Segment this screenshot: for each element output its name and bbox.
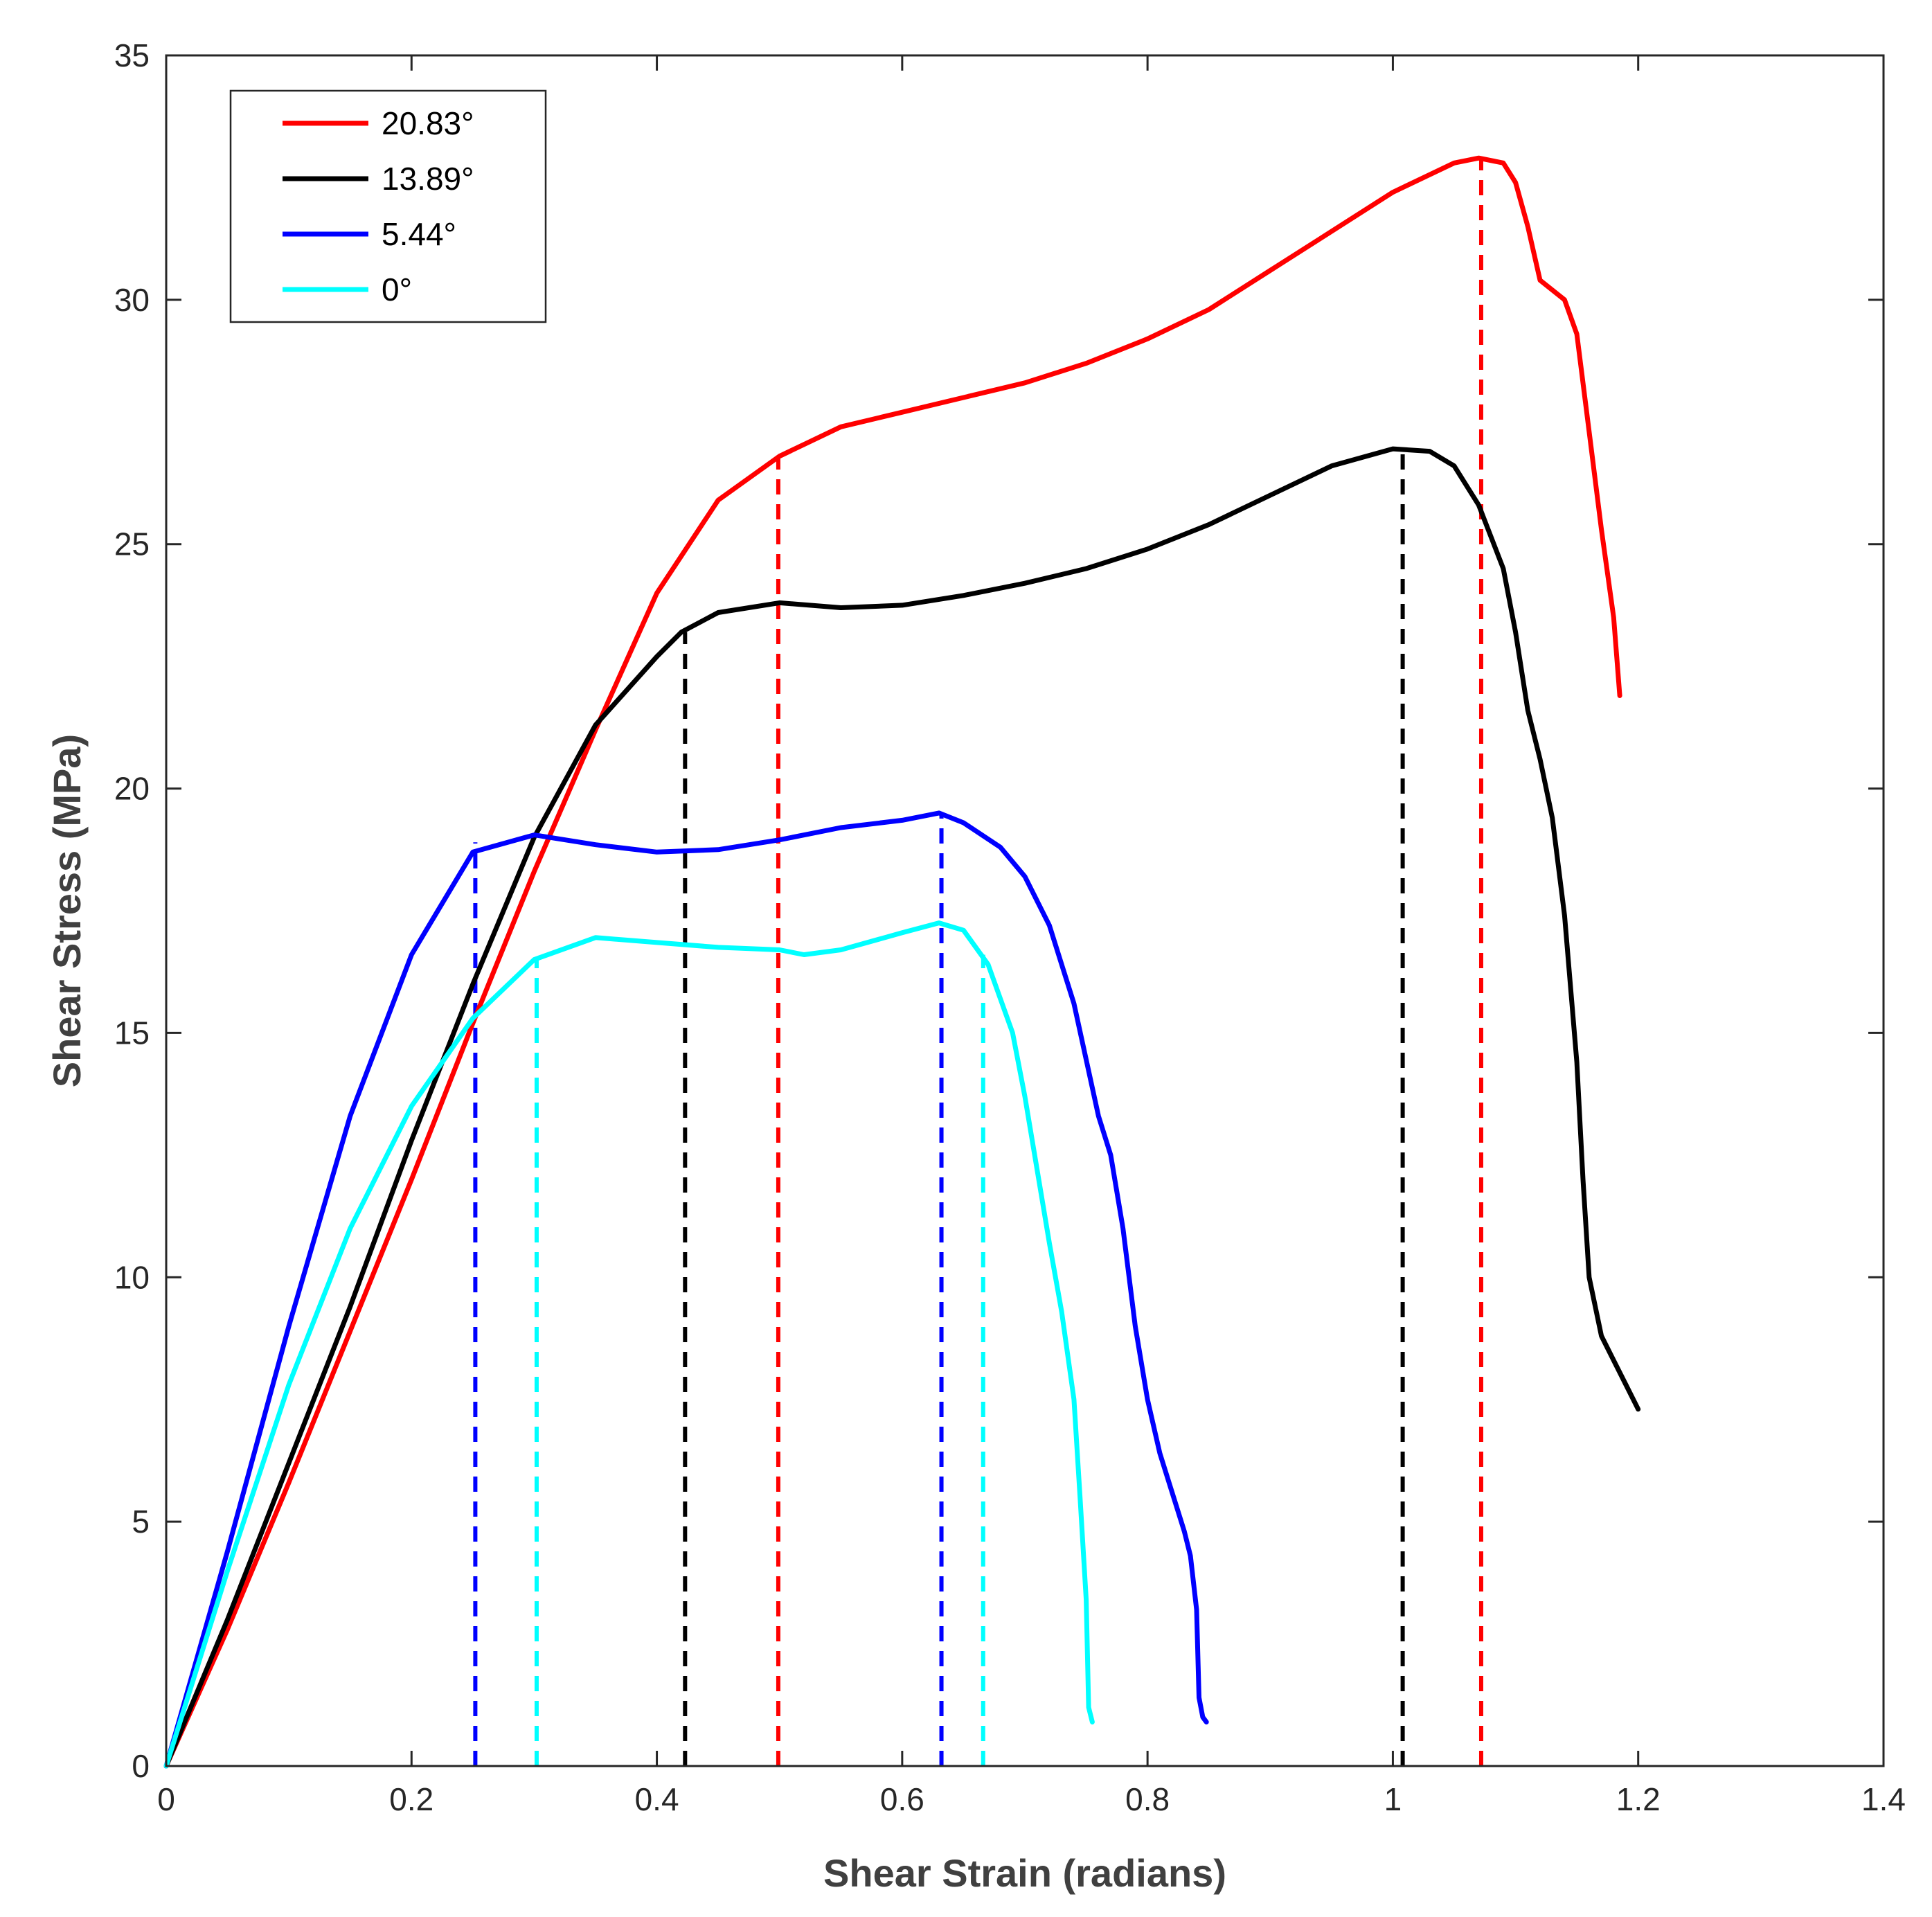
x-tick-label: 0.4 [635,1781,679,1817]
x-axis: 0 0.2 0.4 0.6 0.8 1 1.2 1.4 [157,55,1906,1817]
series-line [163,446,1641,1769]
peak-markers [473,158,1483,1766]
x-tick-label: 0 [157,1781,175,1817]
y-tick-label: 5 [132,1504,150,1540]
legend-label: 0° [382,271,412,307]
plot-frame [165,54,1885,1767]
legend: 20.83° 13.89° 5.44° 0° [229,89,547,323]
series-line [163,920,1095,1769]
y-tick-label: 25 [114,526,150,562]
x-tick-label: 0.2 [389,1781,433,1817]
series-lines [163,155,1641,1769]
y-tick-label: 35 [114,37,150,73]
y-tick-label: 20 [114,771,150,807]
series-line [163,155,1622,1769]
legend-label: 20.83° [382,105,474,141]
x-tick-label: 1.2 [1616,1781,1661,1817]
series-line [163,810,1209,1769]
x-tick-label: 0.8 [1125,1781,1170,1817]
x-tick-label: 0.6 [880,1781,924,1817]
legend-label: 5.44° [382,216,456,252]
y-axis-label: Shear Stress (MPa) [45,734,89,1087]
y-tick-label: 30 [114,282,150,318]
legend-label: 13.89° [382,161,474,197]
y-tick-label: 0 [132,1748,150,1784]
y-tick-label: 10 [114,1259,150,1295]
x-tick-label: 1.4 [1861,1781,1906,1817]
y-tick-label: 15 [114,1015,150,1051]
x-tick-label: 1 [1384,1781,1402,1817]
legend-box [229,89,547,323]
y-axis: 0 5 10 15 20 25 30 35 [114,37,1884,1784]
x-axis-label: Shear Strain (radians) [823,1851,1226,1895]
